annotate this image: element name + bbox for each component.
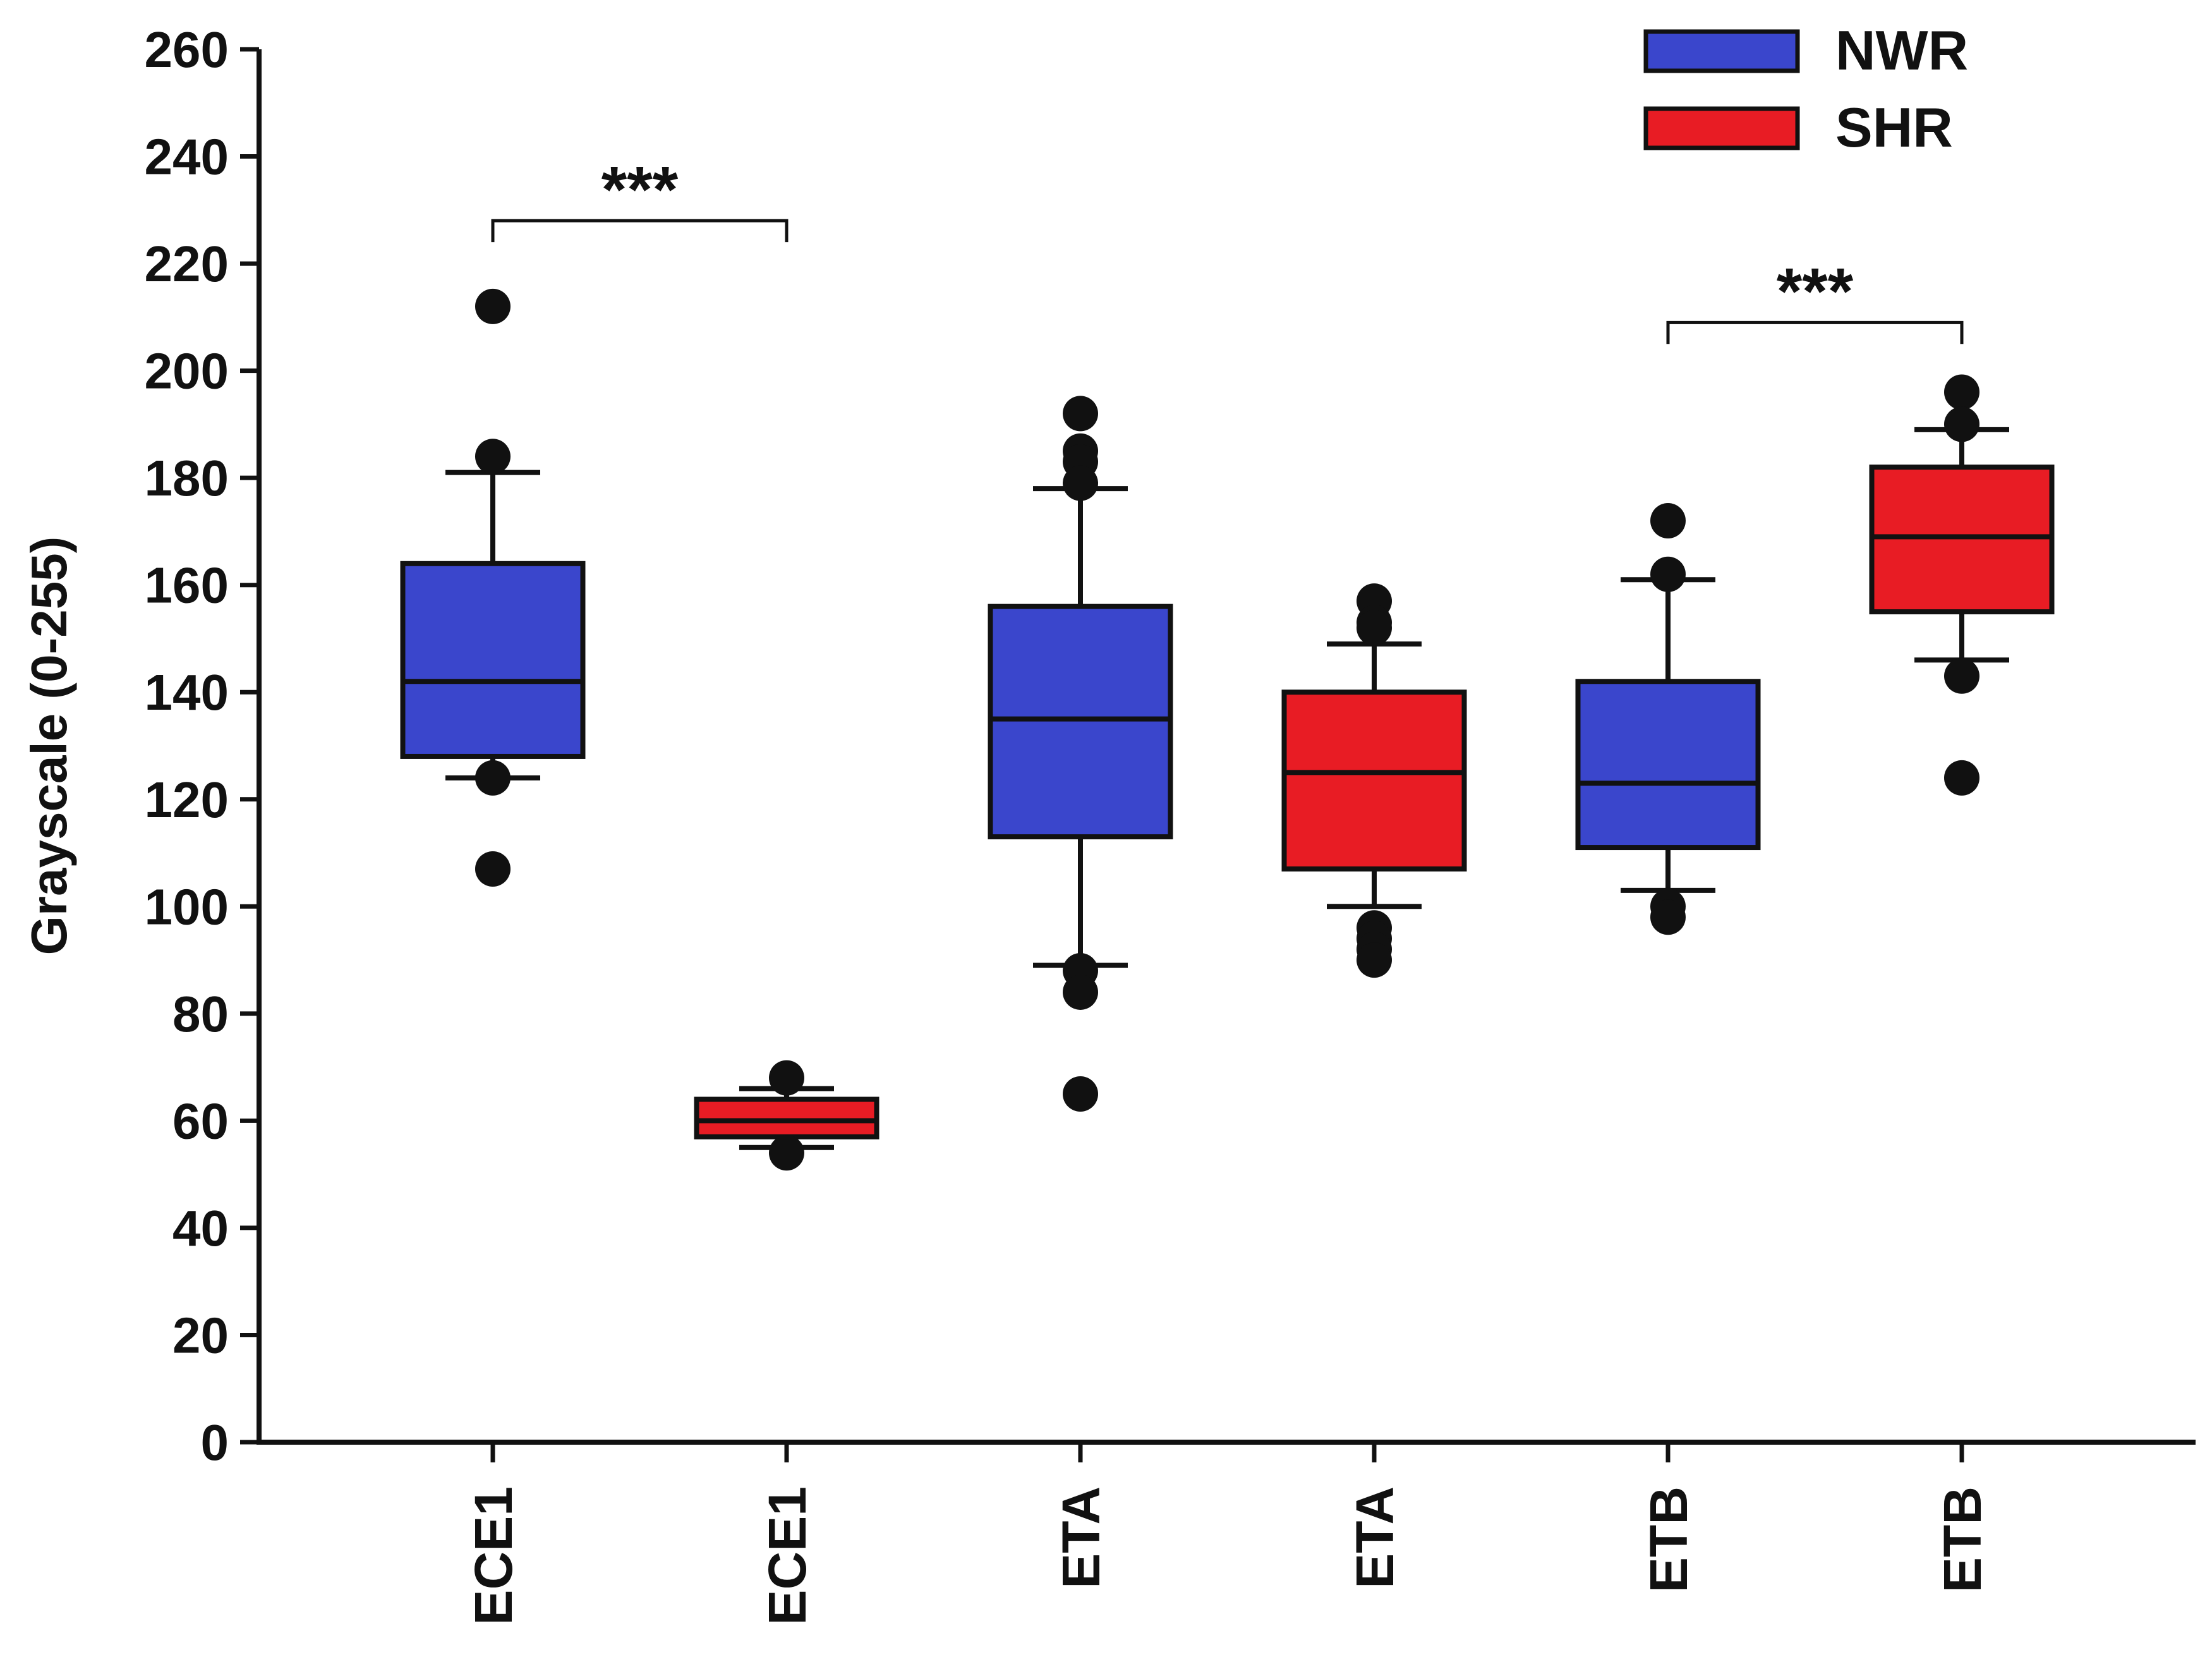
outlier-point bbox=[1063, 974, 1098, 1010]
box-eta-shr: ETA bbox=[1281, 583, 1467, 1589]
bracket-line bbox=[1666, 320, 1964, 344]
y-tick-label: 180 bbox=[145, 450, 229, 506]
y-tick-label: 200 bbox=[145, 343, 229, 399]
box-iqr bbox=[1575, 679, 1761, 851]
box-iqr bbox=[988, 604, 1173, 840]
significance-label: *** bbox=[1777, 255, 1854, 328]
y-axis-title: Grayscale (0-255) bbox=[21, 537, 77, 956]
x-category-label: ETA bbox=[1345, 1486, 1405, 1589]
legend-entry-shr: SHR bbox=[1643, 96, 1953, 159]
outlier-point bbox=[1063, 465, 1098, 501]
box-iqr bbox=[694, 1096, 879, 1139]
legend-label: SHR bbox=[1835, 96, 1953, 159]
significance-bracket: *** bbox=[1666, 255, 1964, 344]
outlier-point bbox=[475, 851, 511, 887]
outlier-point bbox=[475, 439, 511, 475]
y-tick-label: 40 bbox=[172, 1200, 229, 1256]
outlier-point bbox=[1650, 502, 1686, 538]
box-iqr bbox=[1281, 689, 1467, 871]
significance-label: *** bbox=[601, 153, 679, 226]
y-tick-label: 260 bbox=[145, 21, 229, 78]
box-iqr bbox=[400, 561, 586, 759]
y-tick-label: 60 bbox=[172, 1093, 229, 1149]
box-ece1-nwr: ECE1 bbox=[400, 288, 586, 1625]
box-iqr bbox=[1869, 465, 2055, 615]
box-etb-shr: ETB bbox=[1869, 374, 2055, 1593]
y-tick-label: 20 bbox=[172, 1307, 229, 1363]
significance-bracket: *** bbox=[491, 153, 789, 243]
x-category-label: ECE1 bbox=[464, 1486, 523, 1625]
y-axis-ticks: 0 20 40 60 80 100 120 140 160 180 200 220 240 260 bbox=[145, 21, 259, 1471]
y-tick-label: 80 bbox=[172, 986, 229, 1042]
outlier-point bbox=[1944, 760, 1979, 796]
outlier-point bbox=[1357, 610, 1392, 646]
legend-entry-nwr: NWR bbox=[1643, 19, 1968, 82]
y-tick-label: 100 bbox=[145, 878, 229, 935]
outlier-point bbox=[475, 760, 511, 796]
outlier-point bbox=[769, 1060, 804, 1096]
outlier-point bbox=[1944, 374, 1979, 410]
y-tick-label: 140 bbox=[145, 664, 229, 720]
outlier-point bbox=[475, 288, 511, 324]
box-series: ECE1 ECE1 ETA ETA ETB ETB bbox=[400, 288, 2055, 1625]
bracket-line bbox=[491, 219, 789, 243]
box-ece1-shr: ECE1 bbox=[694, 1060, 879, 1625]
y-tick-label: 0 bbox=[201, 1414, 229, 1471]
legend: NWR SHR bbox=[1643, 19, 1968, 159]
y-tick-label: 160 bbox=[145, 557, 229, 614]
x-category-label: ECE1 bbox=[758, 1486, 817, 1625]
legend-swatch bbox=[1643, 106, 1800, 150]
outlier-point bbox=[1357, 942, 1392, 978]
box-eta-nwr: ETA bbox=[988, 396, 1173, 1589]
y-tick-label: 240 bbox=[145, 129, 229, 185]
outlier-point bbox=[769, 1135, 804, 1171]
outlier-point bbox=[1650, 899, 1686, 935]
y-tick-label: 120 bbox=[145, 772, 229, 828]
outlier-point bbox=[1944, 406, 1979, 442]
outlier-point bbox=[1063, 1076, 1098, 1112]
box-etb-nwr: ETB bbox=[1575, 502, 1761, 1593]
x-category-label: ETB bbox=[1933, 1486, 1992, 1593]
legend-swatch bbox=[1643, 29, 1800, 73]
y-tick-label: 220 bbox=[145, 236, 229, 292]
x-category-label: ETB bbox=[1639, 1486, 1698, 1593]
legend-label: NWR bbox=[1835, 19, 1968, 82]
outlier-point bbox=[1063, 396, 1098, 432]
x-category-label: ETA bbox=[1051, 1486, 1111, 1589]
outlier-point bbox=[1650, 556, 1686, 592]
outlier-point bbox=[1944, 658, 1979, 694]
significance-annotations: *** *** bbox=[491, 153, 1964, 344]
